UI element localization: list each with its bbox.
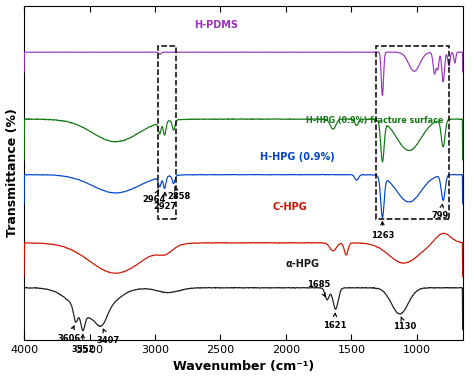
Text: 2927: 2927 — [154, 193, 177, 211]
Text: 3407: 3407 — [96, 329, 119, 345]
Bar — [376, 46, 449, 219]
Text: 1263: 1263 — [371, 222, 394, 240]
Text: 3552: 3552 — [71, 335, 94, 354]
Y-axis label: Transmittance (%): Transmittance (%) — [6, 108, 18, 237]
Bar — [158, 46, 176, 219]
Text: 799: 799 — [432, 204, 449, 219]
Text: 3606: 3606 — [57, 326, 80, 343]
Text: H-PDMS: H-PDMS — [194, 20, 238, 30]
Text: 1130: 1130 — [393, 317, 417, 331]
Text: C-HPG: C-HPG — [273, 202, 308, 211]
Text: 2858: 2858 — [167, 186, 190, 201]
Text: H-HPG (0.9%) fracture surface: H-HPG (0.9%) fracture surface — [306, 116, 443, 125]
Text: α-HPG: α-HPG — [286, 259, 320, 269]
Text: H-HPG (0.9%): H-HPG (0.9%) — [260, 152, 335, 162]
Text: 2964: 2964 — [142, 190, 165, 204]
X-axis label: Wavenumber (cm⁻¹): Wavenumber (cm⁻¹) — [173, 360, 314, 373]
Text: 1621: 1621 — [323, 313, 346, 330]
Text: 1685: 1685 — [307, 280, 330, 296]
